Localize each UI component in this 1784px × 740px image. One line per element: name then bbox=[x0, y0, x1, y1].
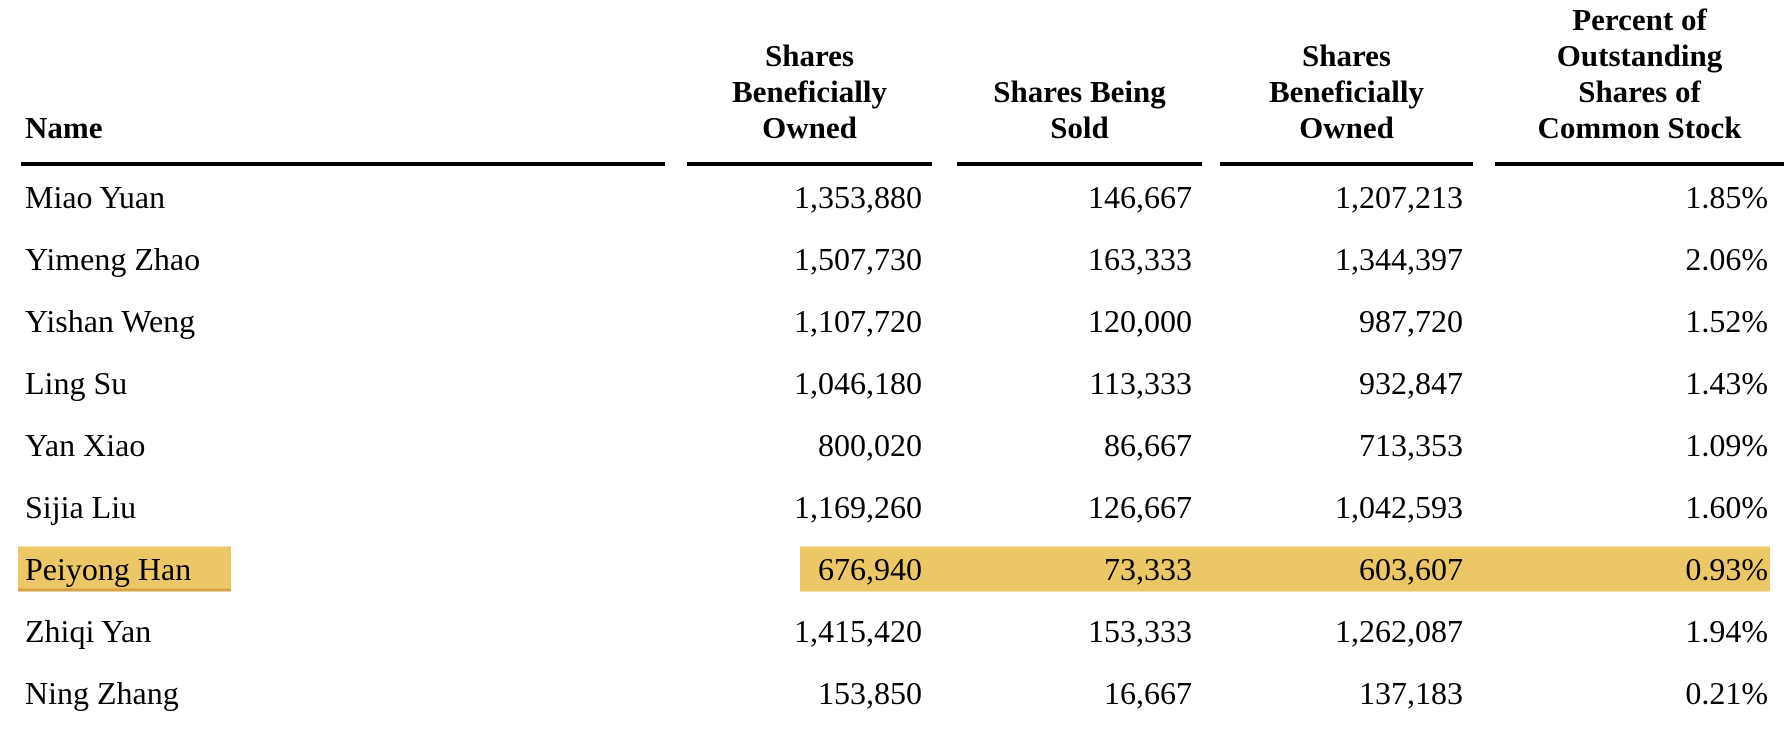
table-row: Ning Zhang 153,850 16,667 137,183 0.21% bbox=[0, 662, 1784, 724]
percent-value: 1.43% bbox=[1685, 364, 1768, 401]
table-row-highlighted: Peiyong Han 676,940 73,333 603,607 0.93% bbox=[0, 538, 1784, 600]
shares-owned-after-value: 603,607 bbox=[1359, 550, 1463, 587]
shares-owned-before-value: 1,046,180 bbox=[794, 364, 922, 401]
row-highlight-name bbox=[18, 546, 231, 592]
col-header-name-line: Name bbox=[25, 110, 103, 145]
shares-owned-before-value: 1,353,880 bbox=[794, 178, 922, 215]
shares-owned-before-value: 1,415,420 bbox=[794, 612, 922, 649]
shareholder-name: Sijia Liu bbox=[25, 488, 137, 525]
shareholder-name: Ning Zhang bbox=[25, 674, 179, 711]
shares-sold-value: 146,667 bbox=[1088, 178, 1192, 215]
column-gap bbox=[932, 0, 957, 166]
shares-sold-value: 163,333 bbox=[1088, 240, 1192, 277]
table-row: Yan Xiao 800,020 86,667 713,353 1.09% bbox=[0, 414, 1784, 476]
shares-owned-after-value: 713,353 bbox=[1359, 426, 1463, 463]
shares-owned-before-value: 1,507,730 bbox=[794, 240, 922, 277]
table-row: Sijia Liu 1,169,260 126,667 1,042,593 1.… bbox=[0, 476, 1784, 538]
percent-value: 0.93% bbox=[1685, 550, 1768, 587]
shares-owned-after-value: 1,042,593 bbox=[1335, 488, 1463, 525]
col-header-percent-outstanding: Percent of Outstanding Shares of Common … bbox=[1495, 0, 1784, 166]
shares-owned-after-value: 1,207,213 bbox=[1335, 178, 1463, 215]
shareholder-name: Ling Su bbox=[25, 364, 128, 401]
shareholder-name: Yimeng Zhao bbox=[25, 240, 201, 277]
shareholder-name: Peiyong Han bbox=[25, 550, 192, 587]
shares-sold-value: 126,667 bbox=[1088, 488, 1192, 525]
shares-sold-value: 113,333 bbox=[1089, 364, 1192, 401]
shares-owned-before-value: 153,850 bbox=[818, 674, 922, 711]
table-row: Yishan Weng 1,107,720 120,000 987,720 1.… bbox=[0, 290, 1784, 352]
shares-owned-after-value: 987,720 bbox=[1359, 302, 1463, 339]
shareholder-name: Zhiqi Yan bbox=[25, 612, 152, 649]
shares-owned-before-value: 676,940 bbox=[818, 550, 922, 587]
percent-value: 2.06% bbox=[1685, 240, 1768, 277]
percent-value: 1.52% bbox=[1685, 302, 1768, 339]
column-gap bbox=[1202, 0, 1220, 166]
percent-value: 1.60% bbox=[1685, 488, 1768, 525]
column-gap bbox=[1473, 0, 1495, 166]
table-row: Zhiqi Yan 1,415,420 153,333 1,262,087 1.… bbox=[0, 600, 1784, 662]
shareholder-name: Yan Xiao bbox=[25, 426, 146, 463]
table-header-row: Name Shares Beneficially Owned Shares Be… bbox=[0, 0, 1784, 166]
shares-owned-before-value: 1,107,720 bbox=[794, 302, 922, 339]
shares-sold-value: 86,667 bbox=[1104, 426, 1192, 463]
shareholder-name: Yishan Weng bbox=[25, 302, 196, 339]
shares-sold-value: 16,667 bbox=[1104, 674, 1192, 711]
shares-owned-before-value: 800,020 bbox=[818, 426, 922, 463]
percent-value: 1.09% bbox=[1685, 426, 1768, 463]
shares-owned-before-value: 1,169,260 bbox=[794, 488, 922, 525]
percent-value: 1.85% bbox=[1685, 178, 1768, 215]
table-row: Ling Su 1,046,180 113,333 932,847 1.43% bbox=[0, 352, 1784, 414]
shares-sold-value: 73,333 bbox=[1104, 550, 1192, 587]
shares-owned-after-value: 1,262,087 bbox=[1335, 612, 1463, 649]
shares-owned-after-value: 932,847 bbox=[1359, 364, 1463, 401]
col-header-shares-beneficially-owned-after: Shares Beneficially Owned bbox=[1220, 0, 1473, 166]
table-row: Miao Yuan 1,353,880 146,667 1,207,213 1.… bbox=[0, 166, 1784, 228]
row-highlight-values bbox=[800, 546, 1770, 592]
shares-owned-after-value: 1,344,397 bbox=[1335, 240, 1463, 277]
col-header-name: Name bbox=[21, 0, 665, 166]
percent-value: 0.21% bbox=[1685, 674, 1768, 711]
shareholder-name: Miao Yuan bbox=[25, 178, 166, 215]
column-gap bbox=[665, 0, 687, 166]
col-header-shares-being-sold: Shares Being Sold bbox=[957, 0, 1202, 166]
col-header-shares-beneficially-owned-before: Shares Beneficially Owned bbox=[687, 0, 932, 166]
shares-sold-value: 120,000 bbox=[1088, 302, 1192, 339]
table-row: Yimeng Zhao 1,507,730 163,333 1,344,397 … bbox=[0, 228, 1784, 290]
percent-value: 1.94% bbox=[1685, 612, 1768, 649]
shares-sold-value: 153,333 bbox=[1088, 612, 1192, 649]
shares-owned-after-value: 137,183 bbox=[1359, 674, 1463, 711]
